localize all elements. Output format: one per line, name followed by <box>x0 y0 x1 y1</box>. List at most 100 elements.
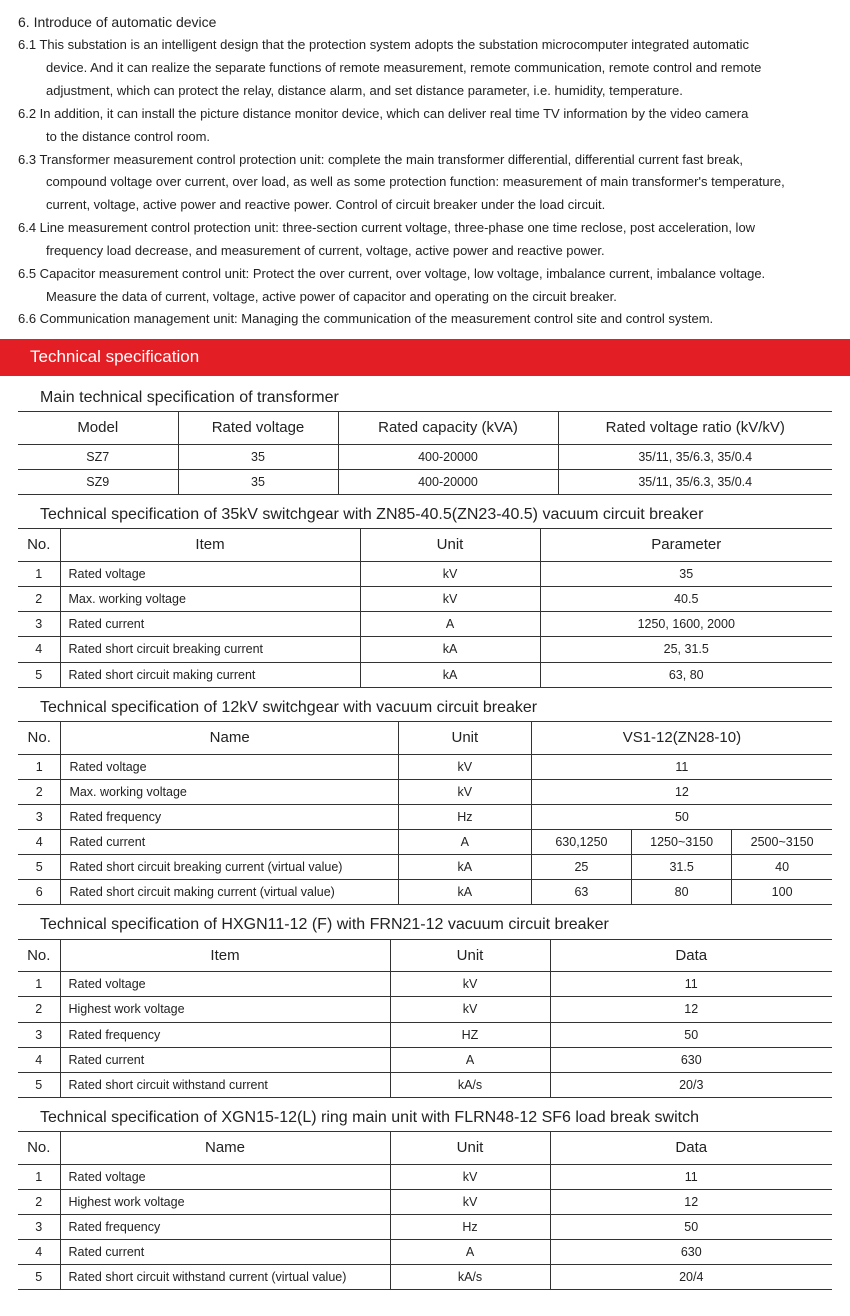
cell: 1 <box>18 972 60 997</box>
table-row: 1Rated voltagekV11 <box>18 1164 832 1189</box>
cell: A <box>360 612 540 637</box>
section-banner: Technical specification <box>0 339 850 376</box>
cell: 5 <box>18 1265 60 1290</box>
cell: Rated short circuit breaking current <box>60 637 360 662</box>
cell: HZ <box>390 1022 550 1047</box>
cell: SZ9 <box>18 469 178 494</box>
table-row: 2Highest work voltagekV12 <box>18 1189 832 1214</box>
cell: 3 <box>18 612 60 637</box>
col-header: No. <box>18 1132 60 1165</box>
cell: 63 <box>531 880 631 905</box>
cell: Rated voltage <box>61 754 398 779</box>
cell: 80 <box>632 880 732 905</box>
cell: Rated current <box>60 1240 390 1265</box>
cell: Rated frequency <box>60 1022 390 1047</box>
col-header: Item <box>60 939 390 972</box>
cell: 20/3 <box>550 1072 832 1097</box>
paragraph: 6.2 In addition, it can install the pict… <box>18 105 832 124</box>
switchgear-12kv-table: No. Name Unit VS1-12(ZN28-10) 1Rated vol… <box>18 721 832 906</box>
col-header: Parameter <box>540 529 832 562</box>
section-heading: 6. Introduce of automatic device <box>18 12 832 32</box>
cell: 12 <box>531 779 832 804</box>
cell: kA <box>398 880 531 905</box>
cell: Rated short circuit breaking current (vi… <box>61 855 398 880</box>
cell: Hz <box>398 804 531 829</box>
cell: Rated short circuit withstand current <box>60 1072 390 1097</box>
cell: Max. working voltage <box>61 779 398 804</box>
table-row: 4Rated currentA630 <box>18 1240 832 1265</box>
table-title: Technical specification of HXGN11-12 (F)… <box>40 913 832 936</box>
paragraph: frequency load decrease, and measurement… <box>18 242 832 261</box>
cell: 3 <box>18 1022 60 1047</box>
col-header: No. <box>18 529 60 562</box>
cell: kV <box>390 972 550 997</box>
cell: Rated short circuit withstand current (v… <box>60 1265 390 1290</box>
cell: 4 <box>18 829 61 854</box>
col-header: Data <box>550 939 832 972</box>
table-row: 1Rated voltagekV11 <box>18 972 832 997</box>
table-row: 4Rated currentA630,12501250~31502500~315… <box>18 829 832 854</box>
cell: A <box>390 1240 550 1265</box>
cell: 63, 80 <box>540 662 832 687</box>
xgn-table: No. Name Unit Data 1Rated voltagekV11 2H… <box>18 1131 832 1290</box>
cell: Rated frequency <box>60 1215 390 1240</box>
col-header: Rated voltage ratio (kV/kV) <box>558 412 832 445</box>
cell: 400-20000 <box>338 444 558 469</box>
cell: 2500~3150 <box>732 829 832 854</box>
paragraph: to the distance control room. <box>18 128 832 147</box>
col-header: Item <box>60 529 360 562</box>
cell: 3 <box>18 804 61 829</box>
cell: 50 <box>550 1022 832 1047</box>
table-row: 6Rated short circuit making current (vir… <box>18 880 832 905</box>
table-row: 1Rated voltagekV11 <box>18 754 832 779</box>
cell: kV <box>390 1189 550 1214</box>
cell: 4 <box>18 1240 60 1265</box>
table-row: 3Rated currentA1250, 1600, 2000 <box>18 612 832 637</box>
cell: Rated voltage <box>60 972 390 997</box>
paragraph: device. And it can realize the separate … <box>18 59 832 78</box>
cell: 1250~3150 <box>632 829 732 854</box>
table-row: 3Rated frequencyHZ50 <box>18 1022 832 1047</box>
col-header: Rated voltage <box>178 412 338 445</box>
cell: 1 <box>18 562 60 587</box>
table-header-row: No. Item Unit Parameter <box>18 529 832 562</box>
cell: 5 <box>18 855 61 880</box>
col-header: Rated capacity (kVA) <box>338 412 558 445</box>
cell: 11 <box>531 754 832 779</box>
col-header: Data <box>550 1132 832 1165</box>
table-row: 5Rated short circuit breaking current (v… <box>18 855 832 880</box>
cell: 20/4 <box>550 1265 832 1290</box>
table-header-row: No. Name Unit VS1-12(ZN28-10) <box>18 721 832 754</box>
col-header: Model <box>18 412 178 445</box>
cell: Highest work voltage <box>60 1189 390 1214</box>
cell: 40.5 <box>540 587 832 612</box>
cell: kV <box>360 562 540 587</box>
cell: 1250, 1600, 2000 <box>540 612 832 637</box>
cell: 31.5 <box>632 855 732 880</box>
col-header: No. <box>18 939 60 972</box>
table-title: Main technical specification of transfor… <box>40 386 832 409</box>
paragraph: 6.5 Capacitor measurement control unit: … <box>18 265 832 284</box>
paragraph: 6.3 Transformer measurement control prot… <box>18 151 832 170</box>
cell: 35 <box>540 562 832 587</box>
cell: kV <box>390 997 550 1022</box>
cell: 2 <box>18 779 61 804</box>
table-header-row: No. Item Unit Data <box>18 939 832 972</box>
hxgn-table: No. Item Unit Data 1Rated voltagekV11 2H… <box>18 939 832 1098</box>
paragraph: 6.1 This substation is an intelligent de… <box>18 36 832 55</box>
table-title: Technical specification of 35kV switchge… <box>40 503 832 526</box>
cell: kA <box>360 662 540 687</box>
cell: 35 <box>178 444 338 469</box>
cell: kA <box>360 637 540 662</box>
table-row: SZ7 35 400-20000 35/11, 35/6.3, 35/0.4 <box>18 444 832 469</box>
col-header: Unit <box>360 529 540 562</box>
cell: Rated frequency <box>61 804 398 829</box>
cell: 2 <box>18 1189 60 1214</box>
cell: Rated voltage <box>60 1164 390 1189</box>
col-header: VS1-12(ZN28-10) <box>531 721 832 754</box>
table-row: 2Max. working voltagekV40.5 <box>18 587 832 612</box>
switchgear-35kv-table: No. Item Unit Parameter 1Rated voltagekV… <box>18 528 832 687</box>
cell: Rated current <box>61 829 398 854</box>
cell: Highest work voltage <box>60 997 390 1022</box>
cell: Rated current <box>60 612 360 637</box>
